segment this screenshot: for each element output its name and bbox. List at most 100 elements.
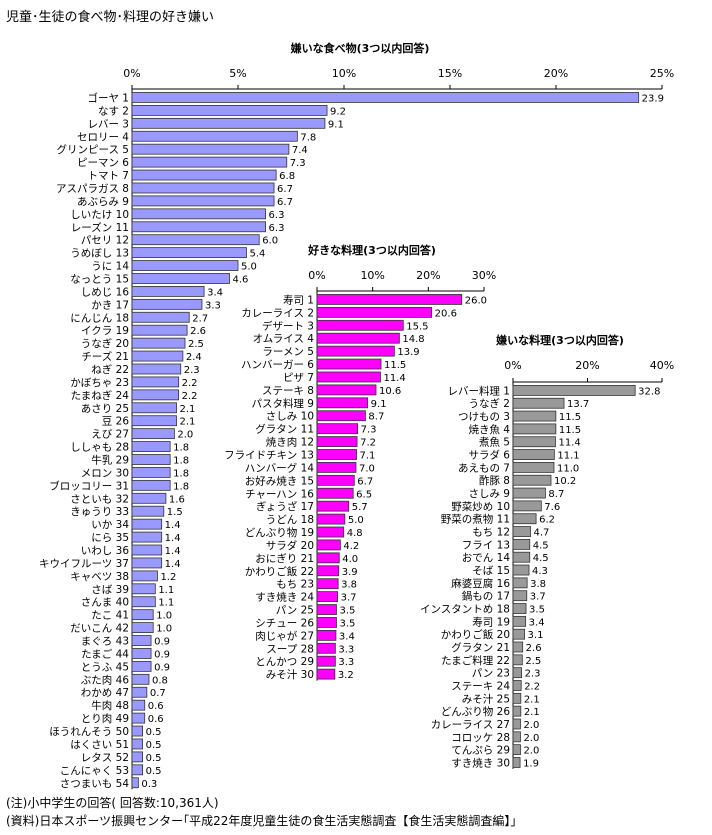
disliked-dishes-value-label: 3.4: [529, 617, 545, 628]
disliked-foods-title: 嫌いな食べ物(3つ以内回答): [290, 41, 430, 55]
disliked-foods-value-label: 1.0: [156, 624, 172, 635]
disliked-dishes-value-label: 8.7: [548, 489, 564, 500]
disliked-dishes-category-label: もち 12: [472, 527, 510, 539]
disliked-foods-bar: [131, 298, 203, 310]
disliked-foods-bar: [131, 686, 148, 698]
disliked-foods-category-label: さといも 32: [70, 493, 129, 505]
disliked-foods-value-label: 6.0: [262, 236, 278, 247]
disliked-dishes-category-label: 野菜炒め 10: [451, 501, 510, 513]
disliked-dishes-bar: [512, 590, 528, 602]
liked-dishes-bar: [316, 294, 463, 305]
disliked-foods-category-label: うに 14: [91, 261, 129, 273]
disliked-foods-value-label: 6.8: [279, 171, 295, 182]
liked-dishes-value-label: 5.0: [348, 515, 364, 526]
disliked-foods-category-label: ブロッコリー 31: [49, 479, 129, 492]
disliked-foods-value-label: 7.4: [292, 145, 308, 156]
liked-dishes-value-label: 14.8: [402, 334, 424, 345]
liked-dishes-value-label: 7.2: [360, 438, 376, 449]
disliked-foods-bar: [131, 311, 190, 323]
disliked-foods-category-label: きゅうり 33: [70, 506, 129, 518]
disliked-dishes-bar: [512, 385, 636, 396]
disliked-foods-bar: [131, 428, 175, 440]
liked-dishes-bar: [316, 513, 346, 525]
liked-dishes-value-label: 20.6: [435, 308, 457, 319]
disliked-dishes-category-label: すき焼き 30: [451, 757, 510, 769]
liked-dishes-category-label: うどん 18: [266, 514, 314, 526]
disliked-foods-category-label: イクラ 19: [81, 325, 129, 337]
disliked-dishes-bar: [512, 410, 557, 422]
disliked-foods-category-label: キャベツ 38: [70, 571, 129, 583]
disliked-dishes-value-label: 4.5: [533, 540, 549, 551]
disliked-dishes-category-label: みそ汁 25: [462, 692, 510, 705]
liked-dishes-category-label: おにぎり 21: [255, 552, 314, 565]
disliked-dishes-category-label: おでん 14: [462, 552, 511, 564]
disliked-foods-category-label: アスパラガス 8: [56, 183, 129, 195]
disliked-foods-category-label: なす 2: [98, 105, 129, 117]
liked-dishes-category-label: さしみ 10: [266, 411, 314, 423]
disliked-dishes-title: 嫌いな料理(3つ以内回答): [495, 333, 624, 347]
liked-dishes-category-label: ぎょうざ 17: [256, 500, 314, 513]
disliked-dishes-value-label: 2.6: [526, 643, 542, 654]
liked-dishes-value-label: 7.3: [361, 425, 377, 436]
liked-dishes-value-label: 3.3: [338, 644, 354, 655]
liked-dishes-bar: [316, 371, 381, 383]
disliked-dishes-bar: [512, 757, 521, 768]
disliked-dishes-category-label: たまご料理 22: [441, 654, 510, 667]
disliked-foods-value-label: 1.2: [160, 572, 176, 583]
disliked-foods-value-label: 2.7: [192, 313, 208, 324]
footnote-respondents: (注)小中学生の回答( 回答数:10,361人): [6, 796, 219, 810]
disliked-foods-bar: [131, 195, 275, 207]
disliked-foods-bar: [131, 337, 186, 349]
disliked-foods-chart: 嫌いな食べ物(3つ以内回答) 0% 5% 10% 15% 20% 25% ゴーヤ 1 23.9 な…: [39, 41, 674, 790]
disliked-foods-value-label: 1.8: [173, 456, 189, 467]
disliked-foods-tick-label: 0%: [123, 67, 140, 80]
disliked-foods-value-label: 6.7: [277, 184, 293, 195]
disliked-dishes-value-label: 4.3: [532, 566, 548, 577]
liked-dishes-category-label: すき焼き 24: [255, 592, 314, 604]
disliked-foods-bar: [131, 182, 275, 194]
disliked-dishes-bar: [512, 692, 522, 704]
footnote-source: (資料)日本スポーツ振興センター｢平成22年度児童生徒の食生活実態調査【食生活実…: [6, 814, 517, 828]
disliked-dishes-bar: [512, 487, 546, 499]
disliked-foods-value-label: 9.2: [330, 106, 346, 117]
disliked-foods-value-label: 7.3: [290, 158, 306, 169]
disliked-foods-tick-label: 5%: [229, 67, 246, 80]
liked-dishes-bar: [316, 397, 369, 409]
disliked-dishes-value-label: 2.3: [525, 669, 541, 680]
disliked-dishes-bar: [512, 513, 537, 525]
liked-dishes-category-label: オムライス 4: [253, 333, 315, 345]
liked-dishes-value-label: 4.2: [343, 541, 359, 552]
disliked-foods-bar: [131, 324, 188, 336]
liked-dishes-category-label: 肉じゃが 27: [255, 629, 314, 642]
disliked-foods-bar: [131, 699, 146, 711]
disliked-dishes-tick-label: 40%: [650, 359, 674, 372]
disliked-foods-category-label: しいたけ 10: [70, 209, 129, 221]
disliked-foods-bar: [131, 221, 266, 233]
disliked-foods-value-label: 2.6: [190, 326, 206, 337]
disliked-foods-category-label: うめぼし 13: [70, 248, 129, 260]
liked-dishes-value-label: 3.9: [342, 567, 358, 578]
disliked-dishes-category-label: そば 15: [472, 565, 510, 577]
disliked-dishes-value-label: 6.2: [539, 515, 555, 526]
disliked-dishes-bar: [512, 731, 521, 743]
liked-dishes-value-label: 13.9: [397, 347, 419, 358]
disliked-foods-value-label: 2.0: [177, 430, 193, 441]
disliked-dishes-value-label: 2.0: [523, 746, 539, 757]
disliked-dishes-value-label: 4.5: [533, 553, 549, 564]
liked-dishes-category-label: フライドチキン 13: [224, 450, 314, 462]
disliked-dishes-value-label: 3.1: [528, 630, 544, 641]
liked-dishes-bar: [316, 642, 336, 654]
liked-dishes-value-label: 26.0: [465, 295, 487, 306]
disliked-foods-category-label: パセリ 12: [81, 235, 129, 247]
liked-dishes-value-label: 8.7: [368, 412, 384, 423]
liked-dishes-category-label: ピザ 7: [283, 372, 314, 384]
liked-dishes-bar: [316, 384, 377, 396]
disliked-foods-bar: [131, 441, 171, 452]
disliked-dishes-bar: [512, 449, 555, 460]
disliked-dishes-bar: [512, 641, 524, 653]
liked-dishes-category-label: サラダ 20: [266, 539, 314, 552]
disliked-foods-category-label: メロン 30: [81, 467, 129, 479]
liked-dishes-value-label: 15.5: [406, 321, 428, 332]
disliked-foods-bar: [131, 777, 139, 789]
disliked-foods-category-label: はくさい 51: [70, 739, 129, 751]
